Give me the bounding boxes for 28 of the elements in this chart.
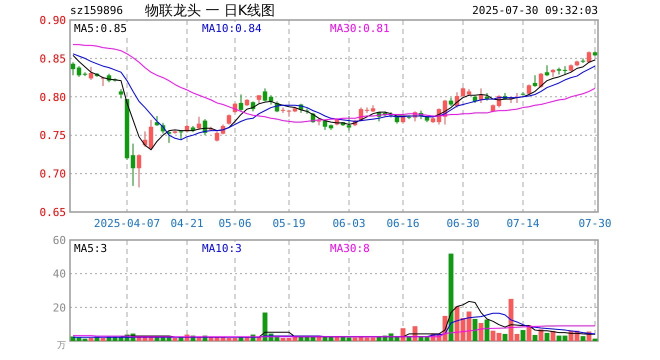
text: MA10:3 <box>202 242 242 255</box>
text: 万 <box>57 341 66 351</box>
x-tick-label: 06-30 <box>446 217 480 230</box>
y-tick-label: 0.90 <box>40 14 66 27</box>
x-tick-label: 05-06 <box>218 217 252 230</box>
y-tick-label: 0.65 <box>40 206 66 219</box>
series-label: MA5:0.85 <box>74 22 127 35</box>
text: MA10:0.84 <box>202 22 262 35</box>
y-tick-label: 0.70 <box>40 168 66 181</box>
y-tick-label: 0.80 <box>40 90 66 104</box>
x-tick-label: 06-03 <box>332 217 366 230</box>
text: 2025-07-30 09:32:03 <box>472 4 598 17</box>
text: MA30:8 <box>330 242 370 255</box>
text: MA5:3 <box>74 242 108 255</box>
chart-subtitle: sz159896 <box>70 4 123 17</box>
y-tick-label: 0.85 <box>40 52 66 66</box>
x-tick-label: 04-21 <box>170 217 204 230</box>
chart-title: 物联龙头 一 日K线图 <box>144 3 276 19</box>
text: MA30:0.81 <box>330 22 390 35</box>
x-tick-label: 07-14 <box>506 217 540 230</box>
x-tick-label: 06-16 <box>386 217 420 230</box>
x-tick-label: 05-19 <box>272 217 306 230</box>
y-tick-label: 0.75 <box>40 129 66 142</box>
y-tick-label: 20 <box>52 301 66 314</box>
x-tick-label: 2025-04-07 <box>94 217 160 230</box>
y-tick-label: 40 <box>52 268 66 281</box>
y-tick-label: 60 <box>52 234 66 247</box>
x-tick-label: 07-30 <box>578 217 612 230</box>
